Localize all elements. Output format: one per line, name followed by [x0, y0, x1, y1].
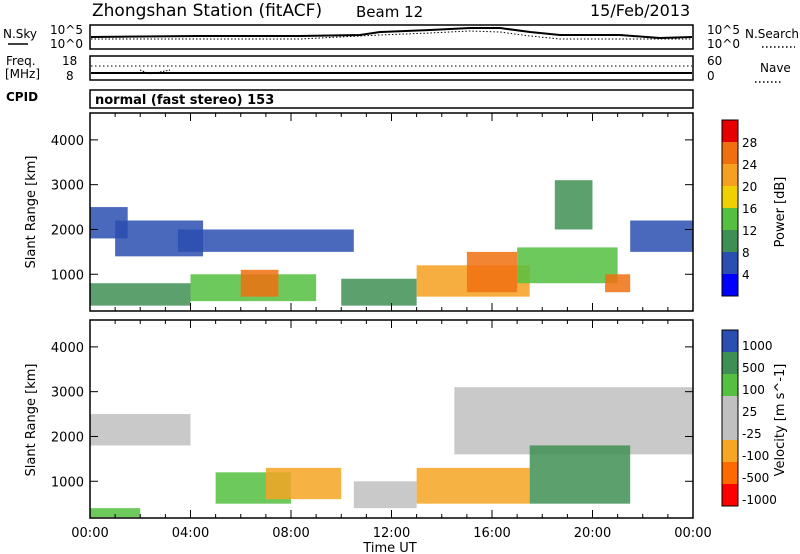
freq-axis-bottom-left: 8: [66, 69, 74, 83]
power-colorbar-tick-0: 4: [742, 268, 750, 282]
freq-label-line2: [MHz]: [5, 67, 40, 81]
power-region-2: [177, 229, 354, 252]
x-tick-label-2: 08:00: [272, 526, 309, 541]
power-region-5: [240, 269, 279, 297]
freq-axis-top-right: 60: [707, 54, 722, 68]
power-colorbar-swatch-5: [722, 230, 738, 252]
freq-axis-top-left: 18: [62, 54, 77, 68]
velocity-colorbar-tick-4: -25: [742, 427, 762, 441]
velocity-colorbar-swatch-7: [722, 484, 738, 506]
power-region-12: [605, 274, 631, 293]
power-region-8: [466, 251, 518, 293]
velocity-colorbar-label: Velocity [m s^-1]: [773, 364, 788, 477]
power-colorbar-swatch-1: [722, 142, 738, 164]
power-colorbar-label: Power [dB]: [773, 177, 788, 248]
velocity-colorbar-tick-5: -100: [742, 449, 769, 463]
cpid-value: normal (fast stereo) 153: [95, 93, 274, 108]
nsky-label: N.Sky: [3, 27, 37, 41]
velocity-colorbar-swatch-6: [722, 462, 738, 484]
power-colorbar-swatch-6: [722, 252, 738, 274]
velocity-colorbar-swatch-1: [722, 352, 738, 374]
power-ytick-label-0: 1000: [51, 268, 84, 283]
noise-axis-top-right: 10^5: [707, 23, 740, 37]
freq-strip-frame: [89, 55, 694, 81]
date-label: 15/Feb/2013: [590, 1, 690, 20]
x-tick-label-6: 00:00: [674, 526, 711, 541]
noise-axis-bottom-left: 10^0: [50, 37, 83, 51]
cpid-label: CPID: [6, 90, 38, 104]
x-axis-label: Time UT: [362, 541, 416, 554]
velocity-colorbar-tick-0: 1000: [742, 339, 773, 353]
velocity-ytick-label-2: 3000: [51, 386, 84, 401]
beam-label: Beam 12: [356, 3, 423, 21]
x-tick-label-1: 04:00: [172, 526, 209, 541]
cpid-strip-frame: [89, 89, 694, 109]
velocity-colorbar-tick-1: 500: [742, 361, 765, 375]
velocity-colorbar-frame: [721, 329, 739, 507]
power-colorbar: 4 8 12 16 20 24 28: [721, 119, 757, 297]
power-region-10: [554, 180, 593, 230]
power-colorbar-frame: [721, 119, 739, 297]
power-colorbar-tick-2: 12: [742, 224, 757, 238]
velocity-colorbar: 1000 500 100 25 -25 -100 -500 -1000: [721, 329, 777, 507]
station-title: Zhongshan Station (fitACF): [92, 1, 322, 21]
velocity-colorbar-swatch-3: [722, 396, 738, 418]
x-tick-label-4: 16:00: [473, 526, 510, 541]
power-region-11: [630, 220, 693, 252]
noise-axis-bottom-right: 10^0: [707, 37, 740, 51]
power-colorbar-swatch-4: [722, 208, 738, 230]
noise-strip-frame: [89, 24, 694, 50]
velocity-region-1: [454, 387, 693, 455]
velocity-colorbar-tick-7: -1000: [742, 493, 777, 507]
velocity-region-0: [90, 414, 191, 446]
noise-axis-top-left: 10^5: [50, 23, 83, 37]
power-colorbar-swatch-2: [722, 164, 738, 186]
power-ytick-label-1: 2000: [51, 223, 84, 238]
velocity-ylabel: Slant Range [km]: [24, 364, 39, 477]
x-tick-label-0: 00:00: [71, 526, 108, 541]
nave-label: Nave: [760, 61, 791, 75]
nsearch-trace: [91, 30, 692, 40]
x-tick-label-3: 12:00: [373, 526, 410, 541]
freq-axis-bottom-right: 0: [707, 69, 715, 83]
power-colorbar-swatch-0: [722, 120, 738, 142]
velocity-ytick-label-3: 4000: [51, 341, 84, 356]
power-colorbar-tick-6: 28: [742, 136, 757, 150]
velocity-colorbar-swatch-4: [722, 418, 738, 440]
nsky-trace: [90, 27, 693, 40]
power-colorbar-swatch-3: [722, 186, 738, 208]
velocity-colorbar-swatch-5: [722, 440, 738, 462]
velocity-region-7: [90, 508, 141, 518]
velocity-region-3: [265, 467, 342, 500]
power-ytick-label-3: 4000: [51, 134, 84, 149]
velocity-ytick-label-0: 1000: [51, 475, 84, 490]
velocity-ytick-label-1: 2000: [51, 430, 84, 445]
velocity-colorbar-tick-3: 25: [742, 405, 757, 419]
x-axis: 00:00 04:00 08:00 12:00 16:00 20:00 00:00: [71, 526, 711, 541]
nsearch-label: N.Search: [745, 27, 799, 41]
velocity-colorbar-swatch-0: [722, 330, 738, 352]
power-colorbar-tick-4: 20: [742, 180, 757, 194]
power-colorbar-tick-5: 24: [742, 158, 757, 172]
velocity-colorbar-tick-6: -500: [742, 471, 769, 485]
power-colorbar-tick-3: 16: [742, 202, 757, 216]
power-colorbar-swatch-7: [722, 274, 738, 296]
power-panel: 1000 2000 3000 4000: [51, 112, 694, 312]
power-region-9: [517, 247, 618, 284]
velocity-colorbar-tick-2: 100: [742, 383, 765, 397]
freq-label-line1: Freq.: [6, 54, 36, 68]
velocity-region-5: [416, 467, 530, 504]
velocity-region-6: [529, 445, 631, 504]
velocity-colorbar-swatch-2: [722, 374, 738, 396]
x-tick-label-5: 20:00: [574, 526, 611, 541]
power-region-3: [90, 283, 191, 306]
power-region-6: [341, 278, 417, 306]
power-ytick-label-2: 3000: [51, 179, 84, 194]
velocity-panel: 1000 2000 3000 4000: [51, 319, 694, 519]
velocity-region-4: [353, 481, 417, 509]
power-colorbar-tick-1: 8: [742, 246, 750, 260]
power-ylabel: Slant Range [km]: [24, 156, 39, 269]
